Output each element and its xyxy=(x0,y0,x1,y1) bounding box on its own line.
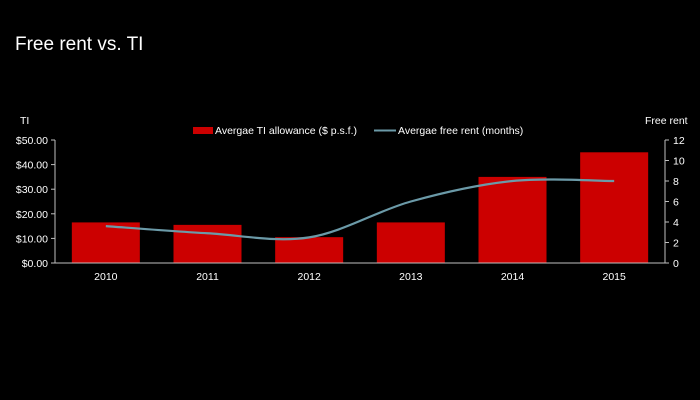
x-tick-label: 2010 xyxy=(94,271,118,283)
right-tick-label: 12 xyxy=(673,135,685,147)
slide-title: Free rent vs. TI xyxy=(15,34,144,55)
right-tick-label: 6 xyxy=(673,197,679,209)
left-tick-label: $0.00 xyxy=(22,258,48,270)
x-tick-label: 2013 xyxy=(399,271,423,283)
free-rent-line xyxy=(105,178,615,241)
bar-2012 xyxy=(275,237,344,263)
bar-2013 xyxy=(376,222,445,263)
x-tick-label: 2015 xyxy=(602,271,626,283)
legend-label-bar: Avergae TI allowance ($ p.s.f.) xyxy=(215,125,357,137)
right-tick-label: 10 xyxy=(673,156,685,168)
bar-2010 xyxy=(71,222,140,263)
bar-2011 xyxy=(173,224,242,263)
x-tick-label: 2011 xyxy=(196,271,219,283)
left-tick-label: $10.00 xyxy=(16,233,48,245)
right-axis-label: Free rent xyxy=(645,115,688,127)
left-tick-label: $40.00 xyxy=(16,160,48,172)
right-tick-label: 8 xyxy=(673,176,679,188)
right-tick-label: 2 xyxy=(673,238,679,250)
legend: Avergae TI allowance ($ p.s.f.) Avergae … xyxy=(193,125,523,137)
left-tick-label: $30.00 xyxy=(16,184,48,196)
x-tick-label: 2012 xyxy=(297,271,321,283)
right-tick-label: 0 xyxy=(673,258,679,270)
legend-swatch-bar xyxy=(193,127,213,134)
right-tick-label: 4 xyxy=(673,217,679,229)
left-tick-label: $20.00 xyxy=(16,209,48,221)
x-tick-label: 2014 xyxy=(501,271,525,283)
bar-2015 xyxy=(580,152,649,263)
left-axis-label: TI xyxy=(20,115,29,127)
bar-2014 xyxy=(478,176,547,263)
legend-label-line: Avergae free rent (months) xyxy=(398,125,523,137)
left-tick-label: $50.00 xyxy=(16,135,48,147)
